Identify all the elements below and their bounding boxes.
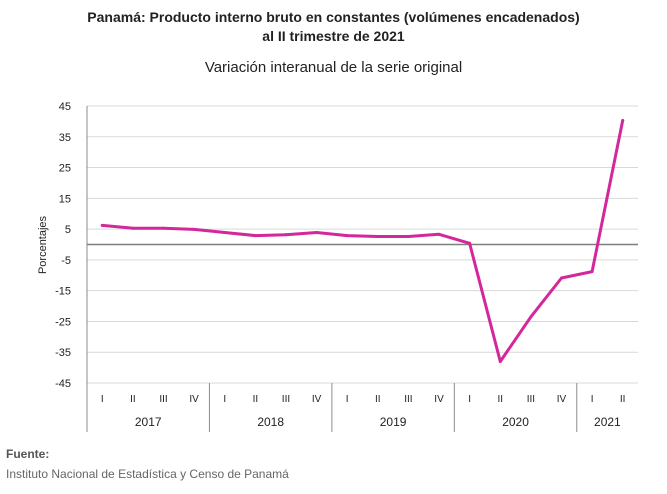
data-point [559,276,563,280]
x-tick-label: III [282,394,290,405]
data-point [315,230,319,234]
data-point [621,118,625,122]
x-tick-label: III [159,394,167,405]
data-point [131,226,135,230]
x-tick-label: I [468,394,471,405]
year-label: 2018 [257,415,284,429]
chart-title: Panamá: Producto interno bruto en consta… [0,8,667,46]
y-tick-label: -35 [55,347,71,359]
y-tick-label: -25 [55,316,71,328]
x-tick-label: II [130,394,136,405]
series-layer [100,118,625,363]
source-text: Instituto Nacional de Estadística y Cens… [6,467,289,481]
data-point [253,234,257,238]
y-tick-label: 35 [59,132,71,144]
data-point [162,226,166,230]
chart-subtitle: Variación interanual de la serie origina… [204,59,463,76]
year-label: 2017 [135,415,162,429]
gridlines [86,105,638,432]
series-line [100,119,625,363]
year-label: 2019 [380,415,407,429]
chart-title-line2: al II trimestre de 2021 [262,28,405,44]
y-tick-label: 5 [65,224,71,236]
y-tick-label: -5 [61,255,71,267]
y-tick-label: -15 [55,286,71,298]
x-tick-label: II [375,394,381,405]
y-tick-label: -45 [55,378,71,390]
x-tick-label: IV [312,394,322,405]
x-tick-label: II [620,394,626,405]
x-tick-label: I [223,394,226,405]
data-point [406,234,410,238]
chart-title-line1: Panamá: Producto interno bruto en consta… [87,9,580,25]
data-point [376,234,380,238]
y-tick-label: 15 [59,193,71,205]
y-axis-label: Porcentajes [37,215,49,274]
data-point [437,232,441,236]
y-axis-ticks: 45 35 25 15 5 -5 -15 -25 -35 -45 [55,101,71,390]
data-point [284,233,288,237]
x-tick-label: IV [189,394,199,405]
year-label: 2021 [594,415,621,429]
year-label: 2020 [502,415,529,429]
data-point [468,241,472,245]
y-tick-label: 45 [59,101,71,113]
data-point [345,234,349,238]
data-point [529,315,533,319]
data-point [100,223,104,227]
x-tick-label: II [253,394,259,405]
x-tick-label: II [497,394,503,405]
x-tick-label: IV [434,394,444,405]
x-tick-label: III [527,394,535,405]
y-tick-label: 25 [59,163,71,175]
data-point [498,359,502,363]
data-point [223,230,227,234]
data-point [590,270,594,274]
source-label: Fuente: [6,447,50,461]
x-tick-label: IV [557,394,567,405]
x-tick-label: I [101,394,104,405]
x-tick-label: III [404,394,412,405]
x-tick-label: I [346,394,349,405]
x-tick-label: I [591,394,594,405]
data-point [192,227,196,231]
